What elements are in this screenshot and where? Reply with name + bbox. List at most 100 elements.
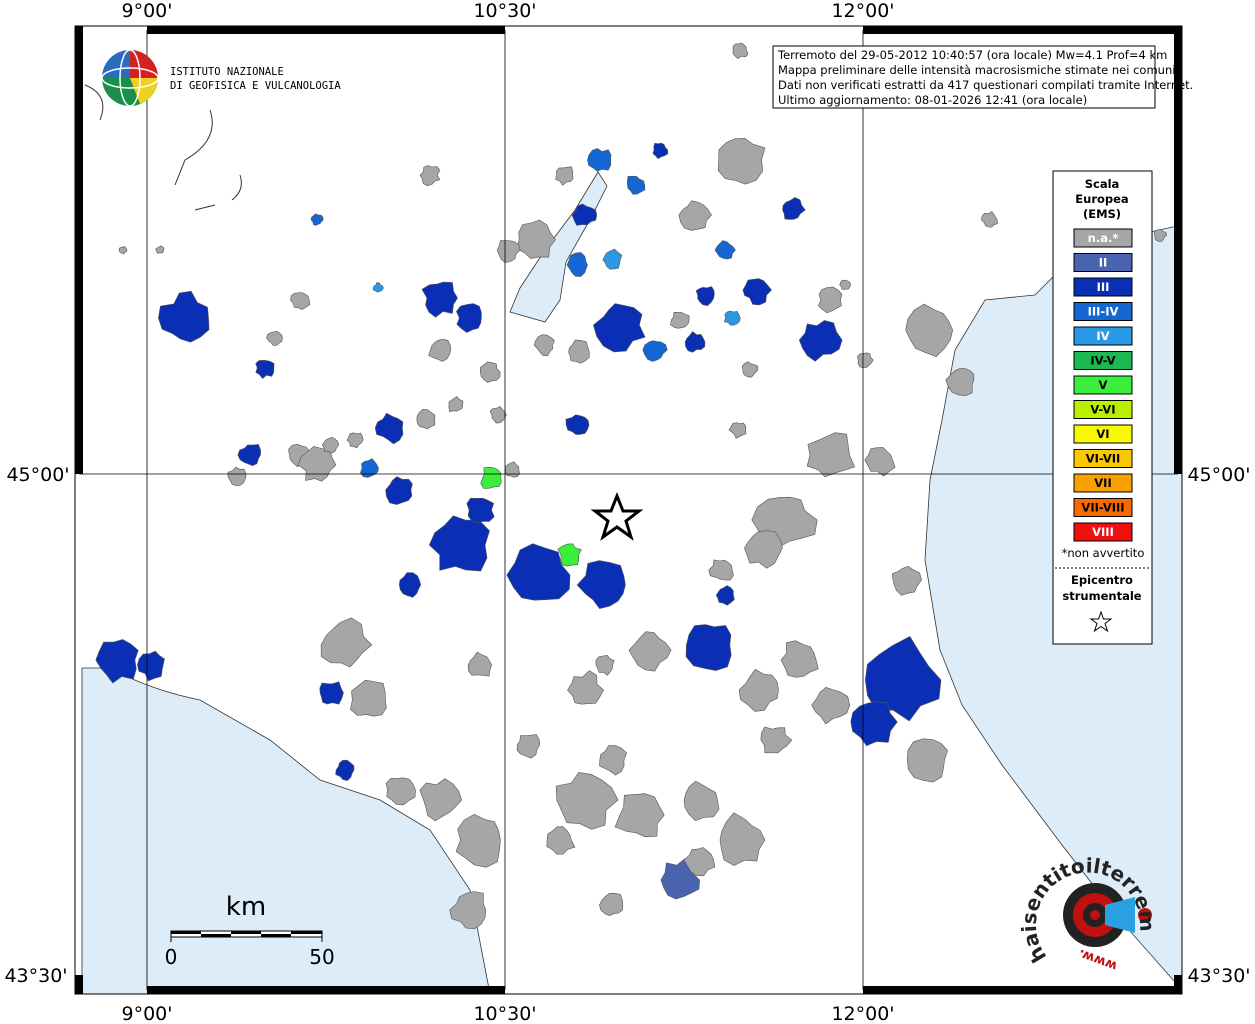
legend-star — [1089, 610, 1113, 633]
municipality — [421, 281, 458, 318]
legend-swatch — [1073, 351, 1133, 370]
info-box: Terremoto del 29-05-2012 10:40:57 (ora l… — [772, 45, 1193, 109]
municipality — [714, 240, 736, 260]
municipality — [505, 461, 520, 478]
municipality — [744, 530, 783, 569]
municipality — [237, 444, 261, 467]
municipality — [905, 303, 954, 357]
logo-text: ISTITUTO NAZIONALE — [170, 66, 284, 78]
municipality — [489, 406, 507, 424]
municipality — [350, 679, 387, 717]
lon-label: 10°30' — [473, 1003, 536, 1024]
municipality — [448, 396, 464, 413]
municipality — [864, 636, 942, 722]
legend-label: II — [1099, 256, 1108, 270]
municipality — [137, 650, 165, 682]
municipality — [626, 175, 646, 195]
legend-swatch — [1073, 302, 1133, 321]
legend-swatch — [1073, 375, 1133, 395]
municipality — [850, 701, 898, 747]
municipality — [419, 778, 462, 822]
municipality — [576, 560, 626, 609]
legend-label: V — [1099, 378, 1108, 392]
municipality — [1154, 229, 1168, 242]
legend-title: (EMS) — [1083, 207, 1121, 221]
municipality — [335, 759, 355, 782]
municipality — [266, 330, 283, 346]
municipality — [741, 361, 759, 378]
legend-swatch — [1073, 473, 1133, 493]
municipality — [227, 466, 247, 486]
info-line: Ultimo aggiornamento: 08-01-2026 12:41 (… — [778, 93, 1087, 107]
municipality — [456, 303, 482, 333]
lat-label: 45°00' — [1187, 464, 1250, 486]
municipality — [891, 565, 922, 596]
municipality — [516, 219, 556, 259]
scale-unit: km — [226, 892, 266, 922]
municipality — [806, 432, 856, 478]
lon-label: 10°30' — [473, 0, 536, 22]
municipality — [310, 213, 324, 226]
logo-text: DI GEOFISICA E VULCANOLOGIA — [170, 80, 341, 92]
municipality — [565, 414, 590, 435]
municipality — [385, 476, 413, 505]
lon-label: 12°00' — [831, 1003, 894, 1024]
municipality — [557, 543, 582, 567]
municipality — [864, 447, 896, 477]
municipality — [374, 412, 404, 445]
municipality — [319, 681, 344, 705]
municipality — [818, 286, 843, 314]
ingv-logo: ISTITUTO NAZIONALE DI GEOFISICA E VULCAN… — [101, 49, 341, 107]
legend-label: VI — [1096, 427, 1109, 441]
legend-epicenter: Epicentro — [1071, 573, 1133, 587]
municipality — [449, 891, 487, 930]
info-line: Terremoto del 29-05-2012 10:40:57 (ora l… — [777, 48, 1167, 62]
lon-label: 9°00' — [122, 1003, 173, 1024]
legend-label: III-IV — [1088, 305, 1119, 319]
lakes-north — [84, 84, 242, 211]
legend-epicenter: strumentale — [1062, 589, 1141, 603]
municipality — [723, 310, 741, 326]
municipality — [732, 42, 749, 59]
municipality — [708, 559, 734, 581]
legend-swatch — [1073, 498, 1133, 517]
municipality — [628, 631, 672, 672]
municipality — [760, 726, 793, 754]
municipality — [595, 654, 615, 676]
legend-swatch — [1073, 424, 1133, 444]
scale-label: 0 — [165, 945, 178, 969]
municipality — [506, 543, 571, 601]
lon-label: 9°00' — [122, 0, 173, 22]
municipality — [568, 339, 590, 364]
municipality — [533, 334, 555, 357]
legend-label: III — [1097, 280, 1110, 294]
legend-title: Scala — [1085, 177, 1120, 191]
lon-label: 12°00' — [831, 0, 894, 22]
municipality — [684, 331, 706, 353]
legend-note: *non avvertito — [1062, 546, 1145, 560]
municipality — [290, 292, 311, 310]
frame — [74, 25, 1183, 995]
municipality — [398, 572, 422, 598]
municipality — [555, 772, 619, 830]
scale-bar: km 0 50 — [165, 892, 335, 969]
municipality — [642, 340, 668, 362]
municipality — [587, 148, 612, 172]
lat-label: 43°30' — [1187, 965, 1250, 987]
legend-label: VII-VIII — [1081, 501, 1124, 515]
municipality — [571, 203, 598, 226]
lat-label: 43°30' — [4, 965, 67, 987]
municipality — [320, 617, 373, 668]
municipality — [599, 745, 628, 776]
legend-swatch — [1073, 228, 1133, 248]
municipality — [839, 279, 851, 290]
legend-label: VIII — [1092, 525, 1114, 539]
municipality — [738, 668, 779, 712]
municipality — [981, 211, 998, 228]
municipality — [719, 812, 766, 866]
municipality — [780, 640, 819, 678]
municipality — [599, 892, 624, 917]
municipality — [428, 338, 452, 362]
